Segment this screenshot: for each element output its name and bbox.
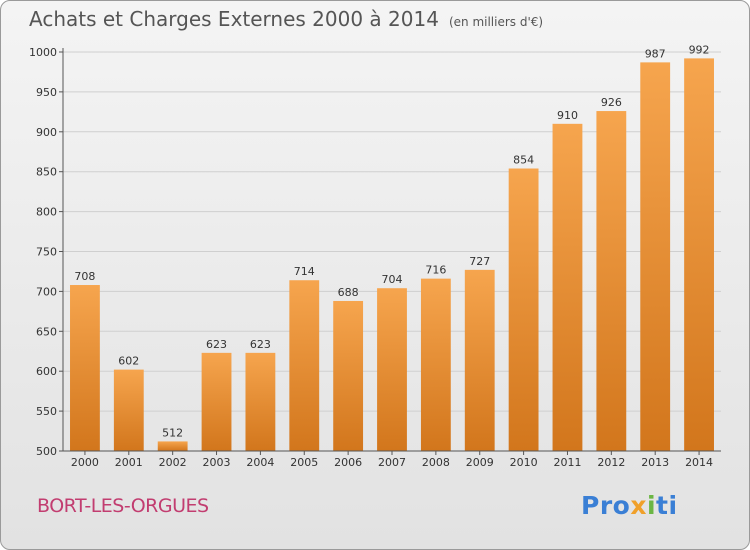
data-label: 992 [689, 43, 710, 56]
data-label: 623 [250, 338, 271, 351]
axes [59, 48, 721, 455]
data-label: 716 [425, 264, 446, 277]
bar [464, 269, 495, 451]
bar [420, 278, 451, 451]
data-label: 714 [294, 265, 315, 278]
x-tick-label: 2011 [553, 456, 581, 469]
y-tick-label: 850 [36, 166, 57, 179]
x-tick-label: 2003 [203, 456, 231, 469]
bar [333, 300, 364, 451]
y-tick-label: 500 [36, 445, 57, 458]
bar [70, 285, 100, 451]
bar [684, 58, 714, 451]
x-tick-label: 2012 [597, 456, 625, 469]
bar [640, 62, 671, 452]
x-tick-label: 2014 [685, 456, 713, 469]
y-tick-label: 1000 [29, 46, 57, 59]
x-tick-label: 2004 [246, 456, 274, 469]
x-tick-label: 2002 [159, 456, 187, 469]
x-tick-label: 2013 [641, 456, 669, 469]
data-label: 987 [645, 47, 666, 60]
town-name: BORT-LES-ORGUES [37, 495, 209, 517]
y-tick-label: 750 [36, 246, 57, 259]
chart-subtitle: (en milliers d'€) [448, 15, 544, 29]
chart-title: Achats et Charges Externes 2000 à 2014 (e… [29, 7, 543, 31]
x-tick-label: 2000 [71, 456, 99, 469]
y-tick-label: 600 [36, 365, 57, 378]
x-tick-label: 2009 [466, 456, 494, 469]
data-label: 512 [162, 426, 183, 439]
data-label: 704 [382, 273, 403, 286]
bars [70, 58, 714, 452]
y-tick-label: 800 [36, 206, 57, 219]
bar [508, 168, 539, 451]
data-label: 708 [74, 270, 95, 283]
bar [201, 352, 232, 451]
data-label: 926 [601, 96, 622, 109]
data-label: 602 [118, 355, 139, 368]
bar [596, 111, 627, 451]
x-tick-label: 2008 [422, 456, 450, 469]
bar [289, 280, 320, 451]
y-tick-label: 550 [36, 405, 57, 418]
x-tick-label: 2001 [115, 456, 143, 469]
y-tick-label: 700 [36, 285, 57, 298]
y-tick-label: 650 [36, 325, 57, 338]
x-tick-label: 2006 [334, 456, 362, 469]
proxiti-logo: Proxiti [581, 491, 678, 520]
y-tick-label: 950 [36, 86, 57, 99]
x-tick-label: 2005 [290, 456, 318, 469]
data-label: 854 [513, 154, 534, 167]
labels: 500 550 600 650 700 750 800 850 900 950 1000 708 200… [29, 43, 713, 469]
bar [377, 288, 407, 451]
data-label: 623 [206, 338, 227, 351]
x-tick-label: 2007 [378, 456, 406, 469]
bar [157, 441, 188, 451]
chart-title-main: Achats et Charges Externes 2000 à 2014 [29, 7, 439, 31]
bar [552, 123, 583, 451]
data-label: 727 [469, 255, 490, 268]
bar [245, 352, 276, 451]
bar [113, 369, 144, 451]
y-tick-label: 900 [36, 126, 57, 139]
data-label: 910 [557, 109, 578, 122]
x-tick-label: 2010 [510, 456, 538, 469]
data-label: 688 [338, 286, 359, 299]
